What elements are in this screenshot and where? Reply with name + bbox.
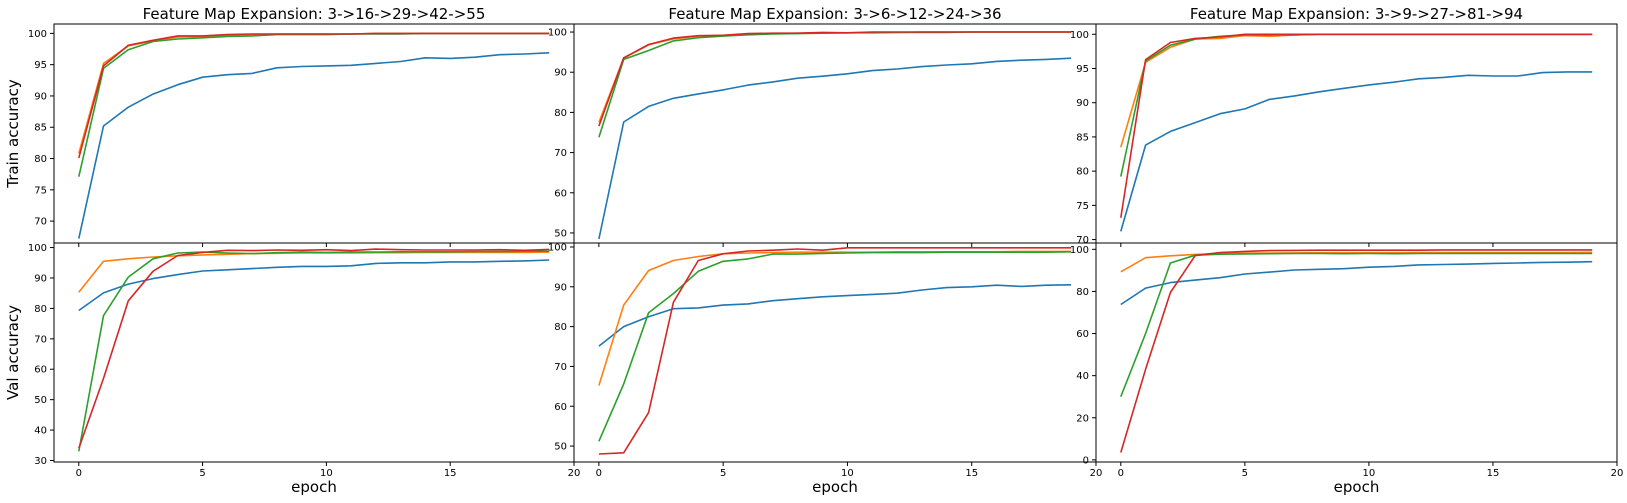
y-tick-label: 70: [554, 362, 567, 373]
panel-title: Feature Map Expansion: 3->9->27->81->94: [1190, 5, 1523, 23]
series-line-val-0-3: [78, 248, 550, 449]
y-tick-label: 80: [1076, 287, 1089, 298]
y-tick-label: 80: [34, 154, 47, 165]
x-axis-label: epoch: [1334, 478, 1380, 496]
y-tick-label: 80: [554, 108, 567, 119]
y-tick-label: 60: [554, 188, 567, 199]
x-axis-label: epoch: [812, 478, 858, 496]
x-tick-label: 10: [1363, 468, 1376, 479]
y-tick-label: 85: [1076, 132, 1089, 143]
x-tick-label: 15: [444, 468, 457, 479]
y-tick-label: 100: [548, 28, 567, 39]
plot-frame-val-0: [53, 242, 575, 463]
x-tick-label: 15: [965, 468, 978, 479]
x-tick-label: 0: [596, 468, 602, 479]
x-tick-label: 15: [1487, 468, 1500, 479]
series-line-train-0-2: [78, 32, 550, 177]
y-tick-label: 70: [34, 217, 47, 228]
x-axis-label: epoch: [291, 478, 337, 496]
series-line-train-0-1: [78, 32, 550, 154]
series-line-val-0-0: [78, 259, 550, 312]
y-axis-label: Train accuracy: [4, 79, 22, 189]
x-tick-label: 5: [1242, 468, 1248, 479]
series-line-train-1-2: [598, 31, 1072, 138]
y-tick-label: 70: [1076, 235, 1089, 246]
y-tick-label: 60: [554, 402, 567, 413]
series-line-val-0-1: [78, 251, 550, 293]
y-tick-label: 40: [1076, 371, 1089, 382]
plot-frame-train-0: [53, 23, 575, 244]
series-line-val-1-2: [598, 251, 1072, 442]
x-tick-label: 0: [1118, 468, 1124, 479]
y-tick-label: 60: [1076, 329, 1089, 340]
panel-title: Feature Map Expansion: 3->16->29->42->55: [143, 5, 486, 23]
panel-title: Feature Map Expansion: 3->6->12->24->36: [668, 5, 1001, 23]
plot-frame-train-1: [573, 23, 1097, 244]
series-line-val-2-0: [1120, 260, 1593, 306]
y-tick-label: 75: [1076, 201, 1089, 212]
x-tick-label: 10: [841, 468, 854, 479]
y-tick-label: 20: [1076, 413, 1089, 424]
y-tick-label: 90: [554, 282, 567, 293]
y-tick-label: 50: [34, 395, 47, 406]
y-tick-label: 0: [1083, 455, 1089, 466]
y-tick-label: 80: [34, 304, 47, 315]
plot-frame-train-2: [1095, 23, 1618, 244]
x-tick-label: 20: [1090, 468, 1103, 479]
y-tick-label: 90: [34, 273, 47, 284]
series-line-val-0-2: [78, 250, 550, 452]
y-tick-label: 90: [34, 91, 47, 102]
series-line-train-0-0: [78, 52, 550, 239]
plot-frame-val-2: [1095, 242, 1618, 463]
y-tick-label: 100: [28, 243, 47, 254]
y-tick-label: 60: [34, 365, 47, 376]
y-tick-label: 100: [548, 242, 567, 253]
y-tick-label: 80: [1076, 167, 1089, 178]
x-tick-label: 20: [568, 468, 581, 479]
x-tick-label: 5: [720, 468, 726, 479]
y-tick-label: 70: [554, 148, 567, 159]
x-tick-label: 10: [320, 468, 333, 479]
y-tick-label: 30: [34, 456, 47, 467]
y-tick-label: 100: [1070, 245, 1089, 256]
series-line-train-1-0: [598, 57, 1072, 240]
x-tick-label: 5: [199, 468, 205, 479]
y-tick-label: 85: [34, 123, 47, 134]
y-tick-label: 70: [34, 334, 47, 345]
series-line-train-2-1: [1120, 33, 1593, 148]
series-line-train-2-0: [1120, 71, 1593, 232]
y-tick-label: 50: [554, 228, 567, 239]
y-tick-label: 75: [34, 185, 47, 196]
y-tick-label: 100: [28, 29, 47, 40]
series-line-train-0-3: [78, 32, 550, 159]
y-tick-label: 90: [1076, 98, 1089, 109]
series-line-val-1-0: [598, 284, 1072, 347]
series-line-train-2-3: [1120, 33, 1593, 218]
series-line-train-2-2: [1120, 33, 1593, 177]
x-tick-label: 20: [1611, 468, 1624, 479]
series-line-val-2-3: [1120, 249, 1593, 453]
y-tick-label: 50: [554, 442, 567, 453]
y-axis-label: Val accuracy: [4, 305, 22, 400]
y-tick-label: 100: [1070, 30, 1089, 41]
y-tick-label: 90: [554, 68, 567, 79]
x-tick-label: 0: [76, 468, 82, 479]
y-tick-label: 40: [34, 426, 47, 437]
series-line-val-1-3: [598, 247, 1072, 455]
plot-frame-val-1: [573, 242, 1097, 463]
series-line-val-2-2: [1120, 252, 1593, 397]
series-line-train-1-1: [598, 31, 1072, 123]
y-tick-label: 80: [554, 322, 567, 333]
y-tick-label: 95: [34, 60, 47, 71]
y-tick-label: 95: [1076, 64, 1089, 75]
series-line-train-1-3: [598, 31, 1072, 127]
